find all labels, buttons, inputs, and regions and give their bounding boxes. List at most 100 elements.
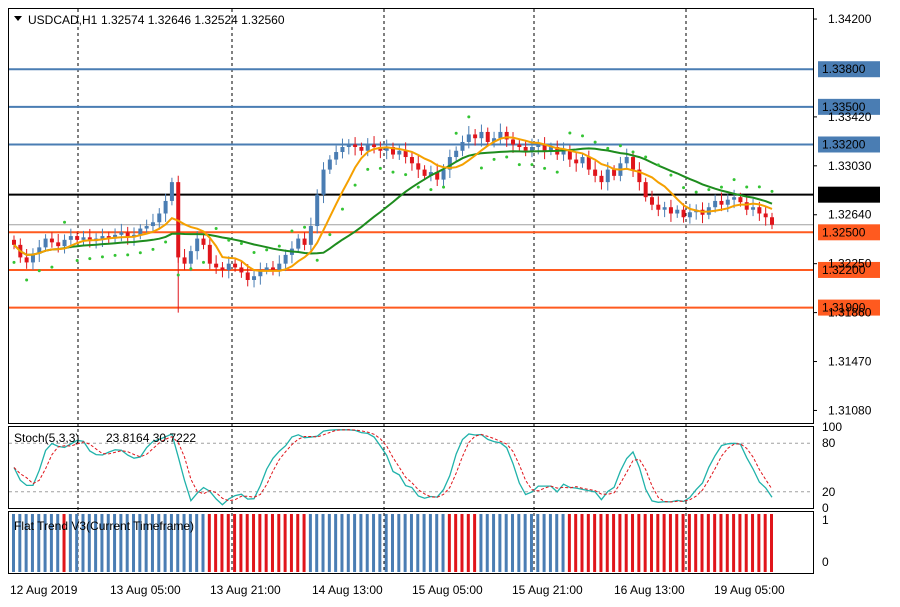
sar-dot	[391, 170, 395, 174]
flat-trend-bar	[586, 514, 590, 572]
candle-body	[428, 172, 433, 176]
candle-body	[119, 232, 124, 235]
flat-trend-bar	[283, 514, 287, 572]
flat-trend-bar	[713, 514, 717, 572]
candle-body	[182, 257, 187, 264]
sar-dot	[770, 189, 774, 193]
flat-trend-tick-label: 1	[822, 513, 829, 527]
candle-body	[365, 144, 370, 151]
sar-dot	[467, 115, 471, 119]
flat-trend-bar	[612, 514, 616, 572]
sar-dot	[75, 259, 79, 263]
candle-body	[43, 238, 48, 248]
sar-dot	[479, 166, 483, 170]
candle-body	[517, 144, 522, 147]
sar-dot	[37, 269, 41, 273]
flat-trend-bar	[182, 514, 186, 572]
price-axis: 1.34200 1.33420 1.33030 1.32640 1.32250 1.318…	[813, 12, 872, 417]
vertical-gridlines	[77, 9, 687, 573]
sar-dot	[315, 258, 319, 262]
candle-body	[504, 131, 509, 140]
sar-dot	[214, 227, 218, 231]
flat-trend-bar	[460, 514, 464, 572]
flat-trend-bar	[618, 514, 622, 572]
sar-dot	[227, 238, 231, 242]
flat-trend-bar	[100, 514, 104, 572]
flat-trend-bar	[75, 514, 79, 572]
candle-body	[612, 169, 617, 176]
price-tick-label: 1.32250	[828, 257, 872, 271]
symbol-dropdown-icon[interactable]	[14, 16, 22, 21]
candle-body	[637, 169, 642, 183]
candle-body	[226, 263, 231, 270]
flat-trend-bar	[106, 514, 110, 572]
candle-body	[751, 207, 756, 210]
flat-trend-bar	[365, 514, 369, 572]
sar-dot	[442, 185, 446, 189]
flat-trend-bar	[542, 514, 546, 572]
candle-body	[296, 238, 301, 249]
candle-body	[270, 267, 275, 270]
flat-trend-bar	[675, 514, 679, 572]
x-tick-label: 19 Aug 05:00	[714, 583, 785, 597]
candle-body	[732, 197, 737, 200]
flat-trend-bar	[81, 514, 85, 572]
candle-body	[473, 134, 478, 139]
candle-body	[542, 144, 547, 151]
flat-trend-bar	[226, 514, 230, 572]
flat-trend-bar	[258, 514, 262, 572]
flat-trend-bar	[409, 514, 413, 572]
flat-trend-bar	[49, 514, 53, 572]
flat-trend-bar	[561, 514, 565, 572]
flat-trend-bar	[176, 514, 180, 572]
sar-dot	[568, 131, 572, 135]
stoch-signal-line	[13, 429, 773, 503]
flat-trend-bar	[517, 514, 521, 572]
candle-body	[62, 239, 67, 247]
candle-body	[435, 172, 440, 180]
candle-body	[384, 147, 389, 151]
candle-body	[713, 200, 718, 208]
flat-trend-bar	[220, 514, 224, 572]
sar-dot	[530, 163, 534, 167]
level-price-box	[818, 61, 880, 78]
candle-body	[599, 175, 604, 183]
flat-trend-bar	[245, 514, 249, 572]
candle-body	[125, 232, 130, 238]
level-price-label: 1.31900	[822, 301, 866, 315]
candle-body	[233, 263, 238, 268]
flat-trend-bar	[68, 514, 72, 572]
candle-body	[498, 131, 503, 139]
x-tick-label: 13 Aug 05:00	[110, 583, 181, 597]
sar-dot	[517, 163, 521, 167]
candle-body	[239, 267, 244, 273]
flat-trend-bar	[87, 514, 91, 572]
candle-body	[605, 169, 610, 183]
sar-dot	[429, 188, 433, 192]
sar-dot	[176, 273, 180, 277]
candle-body	[157, 213, 162, 223]
flat-trend-bar	[751, 514, 755, 572]
sar-dot	[555, 170, 559, 174]
sar-dot	[50, 265, 54, 269]
candle-body	[327, 159, 332, 170]
horizontal-levels: 1.33800 1.33500 1.33200 1.32800 1.32500 1.322…	[9, 61, 880, 316]
candle-body	[593, 169, 598, 176]
sar-dot	[151, 247, 155, 251]
candle-body	[675, 209, 680, 214]
flat-trend-label: Flat Trend V3(Current Timeframe)	[14, 519, 194, 533]
candle-body	[144, 226, 149, 229]
flat-trend-bar	[643, 514, 647, 572]
candle-body	[409, 157, 414, 164]
flat-trend-bar	[163, 514, 167, 572]
candle-body	[264, 267, 269, 270]
candle-body	[201, 238, 206, 245]
sar-dot	[732, 178, 736, 182]
x-tick-label: 16 Aug 13:00	[614, 583, 685, 597]
stoch-tick-label: 80	[822, 436, 836, 450]
candle-body	[346, 144, 351, 147]
candle-body	[567, 150, 572, 160]
flat-trend-bar	[498, 514, 502, 572]
flat-trend-bar	[321, 514, 325, 572]
flat-trend-bar	[327, 514, 331, 572]
